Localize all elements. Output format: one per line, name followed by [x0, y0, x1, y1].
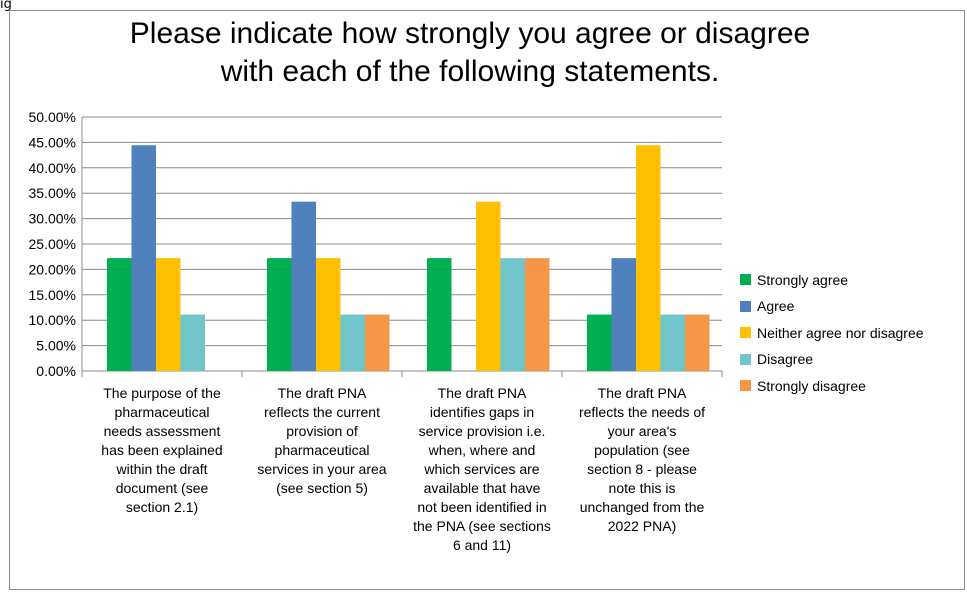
y-tick-label: 30.00%: [29, 211, 76, 227]
legend-swatch: [740, 274, 751, 285]
x-category-label-line: The draft PNA: [597, 385, 687, 401]
corner-label: ig: [0, 0, 12, 12]
bar: [587, 314, 612, 371]
bar: [316, 258, 341, 371]
chart-title-line-1: Please indicate how strongly you agree o…: [129, 17, 811, 50]
x-category-label-line: 2022 PNA): [607, 518, 677, 534]
x-category-label-line: reflects the needs of: [578, 404, 706, 420]
y-tick-label: 50.00%: [29, 109, 76, 125]
x-category-label-line: services in your area: [257, 461, 387, 477]
x-category-label-line: which services are: [424, 461, 540, 477]
x-category-label-line: section 8 - please: [587, 461, 697, 477]
bar: [476, 201, 501, 371]
y-tick-label: 20.00%: [29, 261, 76, 277]
legend-label: Strongly agree: [757, 271, 849, 288]
legend-label: Disagree: [757, 351, 814, 368]
bar: [156, 258, 181, 371]
legend-swatch: [740, 353, 751, 365]
legend-label: Strongly disagree: [757, 377, 866, 394]
x-category-label-line: reflects the current: [264, 404, 380, 420]
x-category-label-line: unchanged from the: [579, 499, 705, 515]
x-category-label-line: section 2.1): [125, 499, 199, 515]
y-tick-label: 25.00%: [29, 236, 76, 252]
x-category-label-line: The purpose of the: [103, 385, 221, 401]
x-category-label-line: note this is: [608, 480, 676, 496]
bar: [525, 258, 550, 371]
legend-swatch: [740, 380, 751, 392]
x-category-label-line: 6 and 11): [452, 537, 512, 553]
bar: [340, 314, 365, 371]
x-category-label-line: population (see: [594, 442, 690, 458]
y-tick-label: 40.00%: [29, 160, 76, 176]
x-category-label-line: available that have: [423, 480, 541, 496]
x-category-label-line: The draft PNA: [277, 385, 367, 401]
bar: [636, 145, 661, 371]
legend-label: Neither agree nor disagree: [757, 324, 924, 341]
y-tick-label: 10.00%: [29, 312, 76, 328]
bar: [180, 314, 205, 371]
x-category-label-line: document (see: [115, 480, 209, 496]
legend-item: Strongly agree: [740, 267, 924, 292]
bar: [611, 258, 636, 371]
y-tick-label: 45.00%: [29, 134, 76, 150]
legend: Strongly agree Agree Neither agree nor dis…: [740, 267, 924, 400]
bar: [427, 258, 452, 371]
x-category-label-line: identifies gaps in: [429, 404, 535, 420]
x-category-label: The draft PNA reflects the current provisi…: [242, 384, 402, 498]
x-category-label: The purpose of the pharmaceutical needs as…: [82, 384, 242, 517]
x-category-label-line: within the draft: [116, 461, 208, 477]
y-tick-label: 15.00%: [29, 287, 76, 303]
bar: [500, 258, 525, 371]
legend-swatch: [740, 327, 751, 339]
y-tick-label: 5.00%: [36, 338, 76, 354]
legend-item: Disagree: [740, 347, 924, 372]
chart-title-line-2: with each of the following statements.: [220, 55, 720, 88]
x-category-label-line: The draft PNA: [437, 385, 527, 401]
bar: [107, 258, 132, 371]
x-category-label-line: when, where and: [428, 442, 536, 458]
x-category-label-line: the PNA (see sections: [413, 518, 551, 534]
y-tick-label: 35.00%: [29, 185, 76, 201]
x-category-label-line: service provision i.e.: [418, 423, 546, 439]
legend-item: Agree: [740, 294, 924, 319]
x-category-label-line: pharmaceutical: [114, 404, 210, 420]
legend-item: Strongly disagree: [740, 373, 924, 398]
y-tick-label: 0.00%: [36, 363, 76, 379]
bar: [365, 314, 390, 371]
chart-title: Please indicate how strongly you agree o…: [80, 15, 860, 91]
x-category-label: The draft PNA identifies gaps in service p…: [402, 384, 562, 555]
bar: [267, 258, 292, 371]
x-category-label-line: pharmaceutical: [274, 442, 370, 458]
x-category-label-line: (see section 5): [276, 480, 368, 496]
x-category-label-line: not been identified in: [417, 499, 547, 515]
bar: [685, 314, 710, 371]
x-category-label-line: your area's: [607, 423, 677, 439]
x-category-label-line: has been explained: [101, 442, 223, 458]
legend-swatch: [740, 300, 751, 312]
legend-item: Neither agree nor disagree: [740, 320, 924, 345]
bar: [291, 201, 316, 371]
legend-label: Agree: [757, 298, 795, 315]
bar: [660, 314, 685, 371]
x-category-label-line: provision of: [286, 423, 358, 439]
x-category-label-line: needs assessment: [103, 423, 221, 439]
bar: [131, 145, 156, 371]
x-category-label: The draft PNA reflects the needs of your a…: [562, 384, 722, 536]
